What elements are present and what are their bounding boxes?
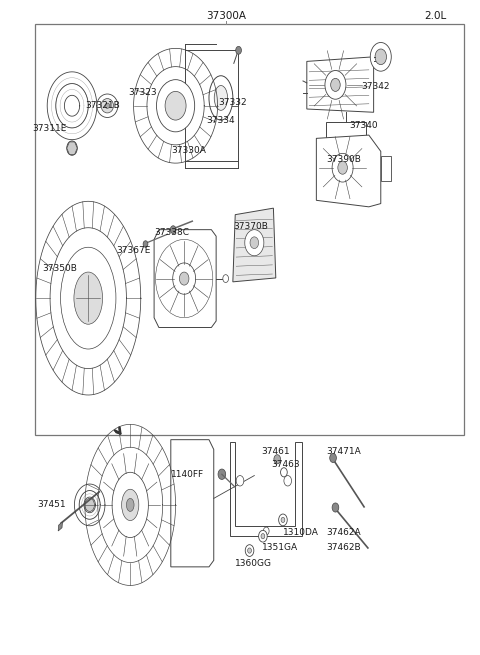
Ellipse shape bbox=[281, 468, 287, 477]
Text: 37451: 37451 bbox=[37, 500, 66, 510]
Text: 37370B: 37370B bbox=[233, 222, 268, 231]
Ellipse shape bbox=[281, 517, 285, 523]
Ellipse shape bbox=[259, 531, 267, 542]
Ellipse shape bbox=[236, 476, 244, 486]
Ellipse shape bbox=[126, 498, 134, 512]
Text: 37338C: 37338C bbox=[154, 229, 189, 237]
Ellipse shape bbox=[375, 49, 386, 65]
Bar bbox=[326, 122, 366, 155]
Polygon shape bbox=[230, 441, 302, 536]
Ellipse shape bbox=[218, 469, 226, 479]
Ellipse shape bbox=[156, 80, 195, 132]
Ellipse shape bbox=[85, 498, 95, 512]
Text: 37462B: 37462B bbox=[326, 544, 360, 552]
Ellipse shape bbox=[250, 237, 259, 249]
Text: 1351GA: 1351GA bbox=[262, 544, 298, 552]
Text: 37461: 37461 bbox=[262, 447, 290, 456]
Ellipse shape bbox=[325, 71, 346, 99]
Text: 37350B: 37350B bbox=[42, 265, 77, 273]
Ellipse shape bbox=[121, 489, 139, 521]
Ellipse shape bbox=[245, 230, 264, 255]
Text: 37330A: 37330A bbox=[171, 145, 205, 155]
Bar bbox=[35, 24, 464, 435]
Ellipse shape bbox=[332, 503, 339, 512]
Text: 37340: 37340 bbox=[350, 121, 378, 130]
Polygon shape bbox=[307, 57, 373, 112]
Ellipse shape bbox=[60, 248, 116, 349]
Ellipse shape bbox=[67, 141, 77, 155]
Polygon shape bbox=[233, 208, 276, 282]
Ellipse shape bbox=[143, 241, 148, 248]
Ellipse shape bbox=[279, 514, 287, 526]
Polygon shape bbox=[58, 522, 62, 531]
Ellipse shape bbox=[214, 86, 228, 110]
Ellipse shape bbox=[370, 43, 391, 71]
Text: 37342: 37342 bbox=[362, 82, 390, 90]
Polygon shape bbox=[316, 135, 381, 207]
Ellipse shape bbox=[331, 79, 340, 92]
Ellipse shape bbox=[173, 263, 196, 294]
Ellipse shape bbox=[105, 103, 110, 108]
Text: 37323: 37323 bbox=[128, 88, 156, 97]
Ellipse shape bbox=[245, 545, 254, 557]
Text: 37321B: 37321B bbox=[85, 102, 120, 110]
Text: 2.0L: 2.0L bbox=[424, 10, 447, 21]
Text: 37462A: 37462A bbox=[326, 529, 360, 538]
Ellipse shape bbox=[338, 161, 348, 174]
Text: 37390B: 37390B bbox=[326, 155, 361, 164]
Ellipse shape bbox=[236, 47, 241, 54]
Text: 1360GG: 1360GG bbox=[235, 559, 272, 568]
Ellipse shape bbox=[209, 76, 233, 120]
Ellipse shape bbox=[112, 472, 148, 538]
Text: 37300A: 37300A bbox=[206, 10, 246, 21]
Text: 37311E: 37311E bbox=[33, 124, 67, 133]
Polygon shape bbox=[171, 440, 214, 567]
Text: 1310DA: 1310DA bbox=[283, 529, 319, 538]
Ellipse shape bbox=[74, 272, 103, 324]
Text: 37463: 37463 bbox=[271, 460, 300, 469]
Ellipse shape bbox=[264, 527, 269, 535]
Ellipse shape bbox=[223, 274, 228, 282]
Ellipse shape bbox=[170, 226, 176, 234]
Polygon shape bbox=[67, 142, 77, 155]
Text: 1140FF: 1140FF bbox=[171, 470, 204, 479]
Ellipse shape bbox=[165, 92, 186, 120]
Ellipse shape bbox=[97, 94, 118, 117]
Text: 37334: 37334 bbox=[206, 115, 235, 124]
Ellipse shape bbox=[332, 153, 353, 182]
Ellipse shape bbox=[248, 548, 252, 553]
Ellipse shape bbox=[274, 455, 281, 464]
Ellipse shape bbox=[330, 453, 336, 462]
Polygon shape bbox=[154, 230, 216, 328]
Ellipse shape bbox=[180, 272, 189, 285]
Text: 37471A: 37471A bbox=[326, 447, 360, 456]
Text: 37367E: 37367E bbox=[116, 246, 150, 255]
Ellipse shape bbox=[284, 476, 291, 486]
Text: 37332: 37332 bbox=[218, 98, 247, 107]
Bar bbox=[381, 156, 391, 181]
Ellipse shape bbox=[101, 98, 114, 113]
Polygon shape bbox=[185, 50, 238, 161]
Ellipse shape bbox=[261, 534, 265, 539]
